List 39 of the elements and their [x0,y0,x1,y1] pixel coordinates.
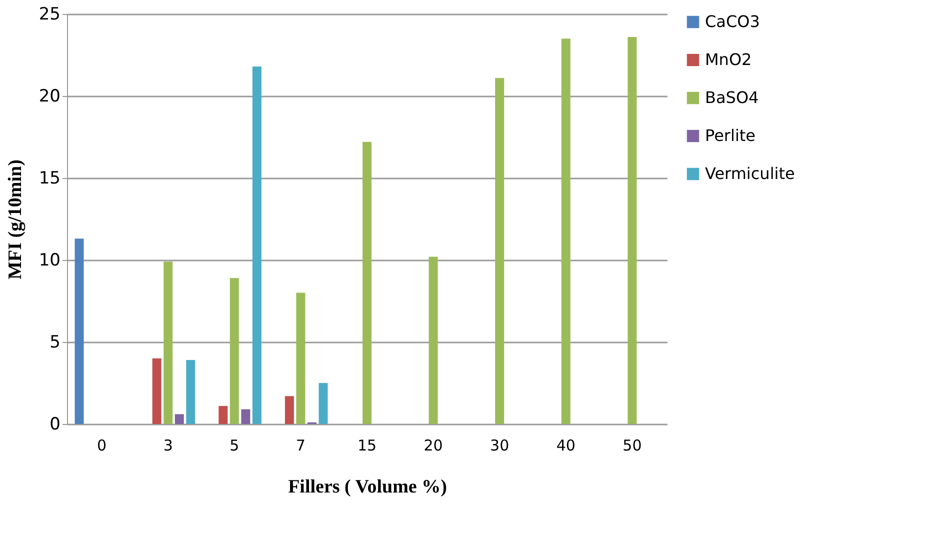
bar [495,78,504,424]
x-tick-label: 30 [490,436,510,454]
legend-label: Perlite [705,126,756,145]
bar [362,142,372,424]
bar [186,360,196,424]
x-tick-label: 40 [556,436,576,454]
legend-label: Vermiculite [705,164,795,183]
legend-label: CaCO3 [705,12,760,31]
bar [561,38,570,424]
bar [318,383,328,424]
x-tick-label: 20 [424,436,443,454]
bar [628,36,637,424]
bar [428,256,438,424]
bar [230,278,239,424]
legend-label: MnO2 [705,50,752,69]
x-tick-label: 5 [230,436,240,454]
x-tick-label: 0 [97,436,107,454]
y-tick-label: 15 [38,168,60,188]
bar [74,238,84,424]
y-tick-label: 25 [38,4,60,24]
x-tick-label: 50 [622,436,642,454]
legend-label: BaSO4 [705,88,759,107]
x-tick-label: 3 [163,436,173,454]
bar [174,414,184,424]
bar [296,292,306,424]
bar [164,262,173,424]
bar [252,66,262,424]
bar [241,409,250,424]
y-tick-label: 0 [50,414,60,434]
x-tick-label: 15 [357,436,377,454]
y-tick-label: 10 [38,250,60,270]
x-tick-label: 7 [296,436,306,454]
bar [284,396,294,424]
bar [218,406,228,424]
x-axis-title: Fillers ( Volume %) [288,476,447,498]
bar [152,358,162,424]
y-axis-title: MFI (g/10min) [4,160,26,280]
y-tick-label: 20 [38,86,60,106]
y-tick-label: 5 [50,332,60,352]
